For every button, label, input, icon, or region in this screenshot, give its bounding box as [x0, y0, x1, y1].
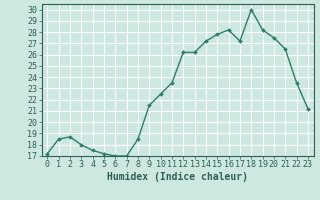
X-axis label: Humidex (Indice chaleur): Humidex (Indice chaleur) [107, 172, 248, 182]
